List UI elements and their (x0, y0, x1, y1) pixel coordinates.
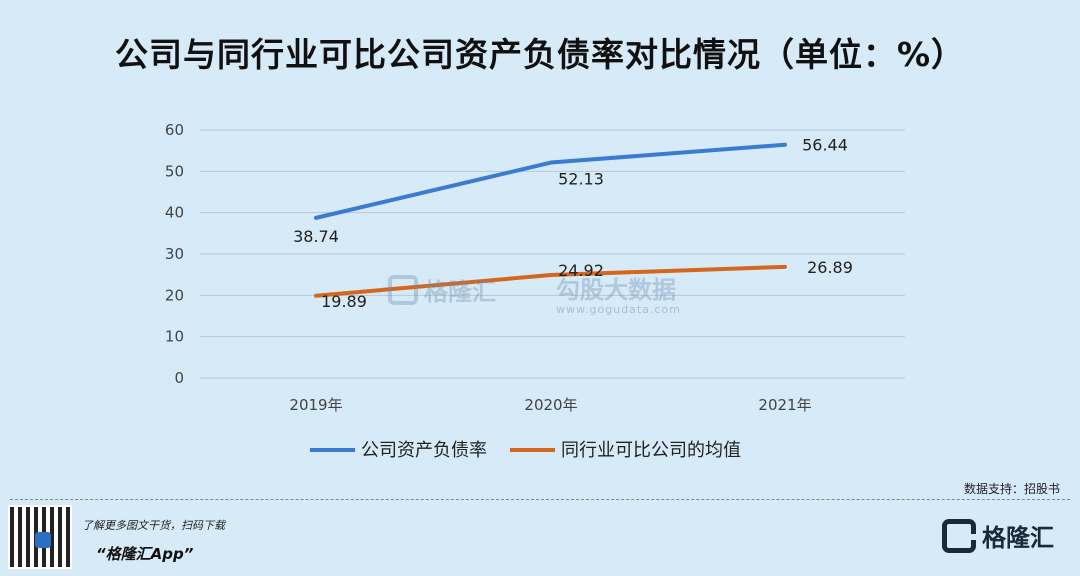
y-tick-label: 50 (165, 162, 184, 180)
x-axis-ticks: 2019年 2020年 2021年 (289, 396, 811, 414)
series-lines (314, 142, 787, 298)
y-tick-label: 20 (165, 286, 184, 304)
data-label: 52.13 (558, 170, 604, 189)
data-label: 19.89 (321, 292, 367, 311)
qr-code[interactable] (8, 505, 72, 569)
legend-label: 同行业可比公司的均值 (561, 440, 741, 461)
y-tick-label: 30 (165, 245, 184, 263)
watermark-logo: 格隆汇 (388, 272, 496, 307)
y-tick-label: 60 (165, 121, 184, 139)
data-label: 24.92 (558, 261, 604, 280)
grid-lines (200, 129, 905, 379)
watermark-url: www.gogudata.com (556, 303, 681, 316)
data-labels: 38.74 52.13 56.44 19.89 24.92 26.89 (293, 136, 853, 311)
line-chart: 0 10 20 30 40 50 60 2019年 2020年 2021年 38.74 52.13… (165, 121, 905, 461)
footer-divider (10, 499, 1070, 500)
chart-title: 公司与同行业可比公司资产负债率对比情况（单位：%） (114, 35, 966, 74)
x-tick-label: 2021年 (758, 396, 811, 414)
brand-name: 格隆汇 (982, 524, 1054, 552)
brand-g-icon (942, 518, 976, 553)
data-source: 数据支持：招股书 (963, 482, 1060, 496)
series-line (314, 142, 787, 220)
watermark-right-name: 勾股大数据 (556, 276, 676, 304)
brand-logo: 格隆汇 (942, 518, 1054, 553)
series-line (314, 264, 787, 298)
promo-app-name: “格隆汇App” (96, 545, 194, 563)
legend: 公司资产负债率 同行业可比公司的均值 (310, 440, 741, 461)
x-tick-label: 2019年 (289, 396, 342, 414)
watermark-name: 格隆汇 (424, 278, 496, 306)
y-tick-label: 0 (174, 369, 184, 387)
y-tick-label: 40 (165, 204, 184, 222)
x-tick-label: 2020年 (524, 396, 577, 414)
promo-line: 了解更多图文干货，扫码下载 (82, 519, 225, 532)
legend-label: 公司资产负债率 (361, 440, 487, 461)
data-label: 26.89 (807, 258, 853, 277)
y-tick-label: 10 (165, 328, 184, 346)
data-label: 56.44 (802, 136, 848, 155)
watermark-g-icon (388, 274, 418, 305)
data-label: 38.74 (293, 227, 339, 246)
qr-logo-icon (35, 532, 51, 548)
y-axis-ticks: 0 10 20 30 40 50 60 (165, 121, 184, 387)
